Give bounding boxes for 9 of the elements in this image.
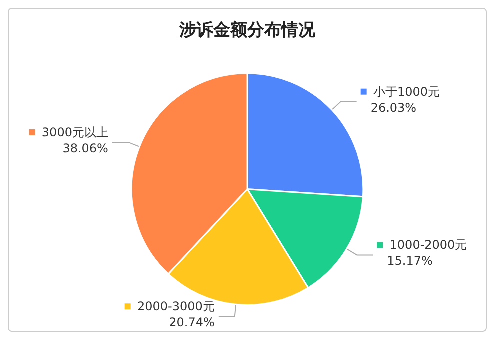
legend-label: 3000元以上 [42,125,108,140]
legend-label: 2000-3000元 [137,300,215,314]
data-label: 26.03% [370,100,417,115]
legend-label: 1000-2000元 [390,238,468,252]
data-label: 38.06% [62,141,108,156]
chart-title: 涉诉金额分布情况 [178,20,316,40]
data-label: 20.74% [169,316,215,330]
data-label: 15.17% [387,254,433,268]
legend-label: 小于1000元 [374,84,440,99]
